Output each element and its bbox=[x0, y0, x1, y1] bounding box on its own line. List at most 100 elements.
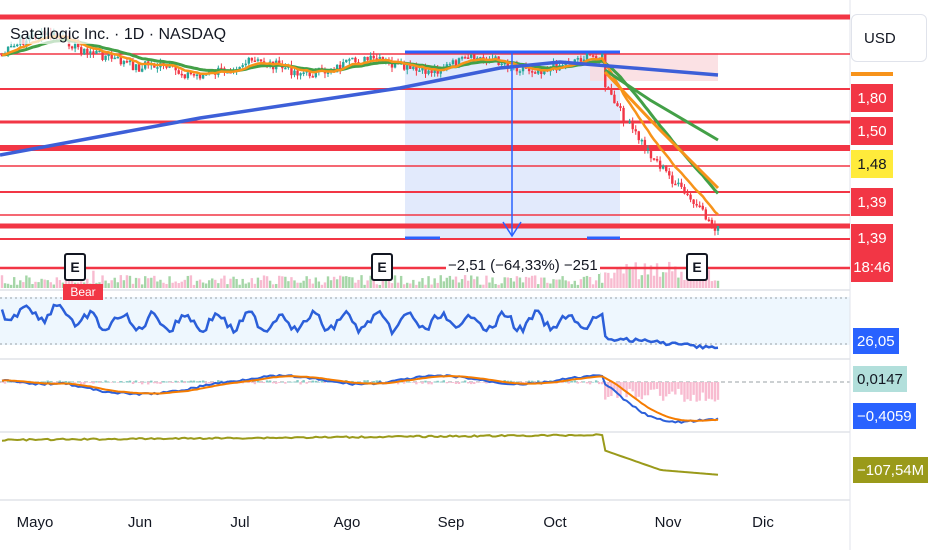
candle-body bbox=[110, 54, 113, 59]
macd-histogram-bar bbox=[113, 381, 116, 383]
price-tag-highlight: 1,48 bbox=[851, 150, 893, 178]
candle-body bbox=[156, 67, 159, 69]
macd-histogram-bar bbox=[192, 380, 196, 383]
candle-body bbox=[521, 67, 525, 72]
obv-line bbox=[1, 433, 719, 476]
candle-body bbox=[363, 56, 366, 65]
volume-bar bbox=[637, 279, 640, 288]
macd-histogram-bar bbox=[448, 382, 452, 383]
volume-bar bbox=[217, 283, 220, 288]
volume-bar bbox=[174, 281, 177, 288]
volume-bar bbox=[491, 277, 494, 288]
volume-bar bbox=[582, 276, 586, 288]
signal-flag[interactable] bbox=[63, 284, 103, 300]
volume-bar bbox=[552, 279, 555, 288]
volume-bar bbox=[445, 277, 449, 288]
volume-bar bbox=[506, 277, 509, 288]
volume-bar bbox=[439, 275, 442, 288]
volume-bar bbox=[378, 284, 382, 288]
macd-histogram-bar bbox=[634, 382, 637, 400]
earnings-marker[interactable]: E bbox=[64, 253, 86, 281]
volume-bar bbox=[390, 283, 394, 288]
volume-bar bbox=[153, 275, 156, 288]
macd-histogram-bar bbox=[689, 382, 692, 401]
macd-histogram-bar bbox=[305, 382, 308, 384]
macd-histogram-bar bbox=[281, 381, 284, 383]
candle-body bbox=[628, 121, 631, 123]
currency-selector[interactable]: USD bbox=[851, 14, 927, 62]
volume-bar bbox=[92, 270, 95, 288]
volume-bar bbox=[113, 277, 116, 288]
volume-bar bbox=[436, 282, 439, 288]
macd-histogram-bar bbox=[134, 380, 138, 383]
volume-bar bbox=[692, 277, 695, 288]
candle-body bbox=[552, 62, 555, 67]
symbol-title[interactable]: Satellogic Inc. · 1D · NASDAQ bbox=[8, 26, 229, 44]
volume-bar bbox=[67, 278, 71, 288]
candle-body bbox=[189, 72, 193, 75]
candle-body bbox=[640, 139, 644, 142]
macd-histogram-bar bbox=[98, 382, 101, 383]
macd-histogram-bar bbox=[607, 382, 610, 397]
candle-body bbox=[351, 57, 354, 60]
candle-body bbox=[576, 58, 580, 60]
macd-histogram-bar bbox=[412, 382, 415, 383]
macd-histogram-bar bbox=[299, 382, 302, 385]
volume-bar bbox=[256, 277, 260, 288]
candle-body bbox=[131, 60, 135, 71]
volume-bar bbox=[701, 278, 704, 288]
macd-histogram-bar bbox=[247, 382, 250, 384]
macd-histogram-bar bbox=[409, 381, 412, 383]
volume-bar bbox=[329, 280, 333, 288]
earnings-marker[interactable]: E bbox=[686, 253, 708, 281]
volume-bar bbox=[311, 283, 314, 288]
horizontal-levels[interactable] bbox=[0, 14, 850, 270]
macd-histogram-bar bbox=[201, 380, 205, 383]
macd-histogram-bar bbox=[290, 381, 293, 383]
candle-body bbox=[390, 61, 394, 68]
macd-histogram-bar bbox=[482, 382, 485, 383]
volume-bar bbox=[268, 280, 272, 288]
volume-bar bbox=[631, 269, 634, 288]
candle-body bbox=[677, 182, 680, 185]
candle-body bbox=[308, 69, 311, 77]
volume-bar bbox=[290, 277, 293, 288]
macd-histogram-bar bbox=[122, 381, 126, 383]
macd-histogram-bar bbox=[661, 382, 665, 401]
macd-histogram-bar bbox=[162, 381, 165, 383]
macd-histogram-bar bbox=[631, 382, 634, 392]
candle-body bbox=[247, 57, 250, 64]
macd-histogram-bar bbox=[147, 382, 150, 385]
candle-body bbox=[259, 59, 263, 62]
candle-body bbox=[448, 64, 452, 66]
candle-body bbox=[83, 48, 86, 55]
volume-bar bbox=[192, 284, 196, 288]
candle-body bbox=[470, 54, 473, 58]
macd-histogram-bar bbox=[76, 381, 80, 383]
candle-body bbox=[314, 70, 318, 78]
candle-body bbox=[613, 94, 616, 104]
volume-bar bbox=[515, 276, 519, 288]
candle-body bbox=[671, 175, 674, 184]
candle-body bbox=[177, 70, 180, 74]
macd-histogram-bar bbox=[0, 382, 4, 383]
volume-bar bbox=[530, 275, 534, 288]
obv-value-tag: −107,54M bbox=[853, 457, 929, 483]
volume-bar bbox=[332, 276, 336, 288]
candle-body bbox=[610, 88, 613, 95]
candle-body bbox=[12, 45, 16, 48]
volume-bar bbox=[597, 272, 601, 288]
macd-histogram-bar bbox=[427, 382, 430, 385]
volume-bar bbox=[470, 275, 473, 288]
earnings-marker[interactable]: E bbox=[371, 253, 393, 281]
macd-histogram-bar bbox=[421, 382, 424, 384]
volume-bar bbox=[49, 282, 52, 288]
ema-slow-projection bbox=[604, 68, 719, 142]
candle-body bbox=[701, 205, 704, 210]
candle-body bbox=[415, 66, 418, 71]
candle-body bbox=[579, 58, 583, 62]
volume-bar bbox=[537, 284, 540, 288]
macd-histogram-bar bbox=[271, 382, 275, 384]
volume-bar bbox=[137, 278, 141, 288]
